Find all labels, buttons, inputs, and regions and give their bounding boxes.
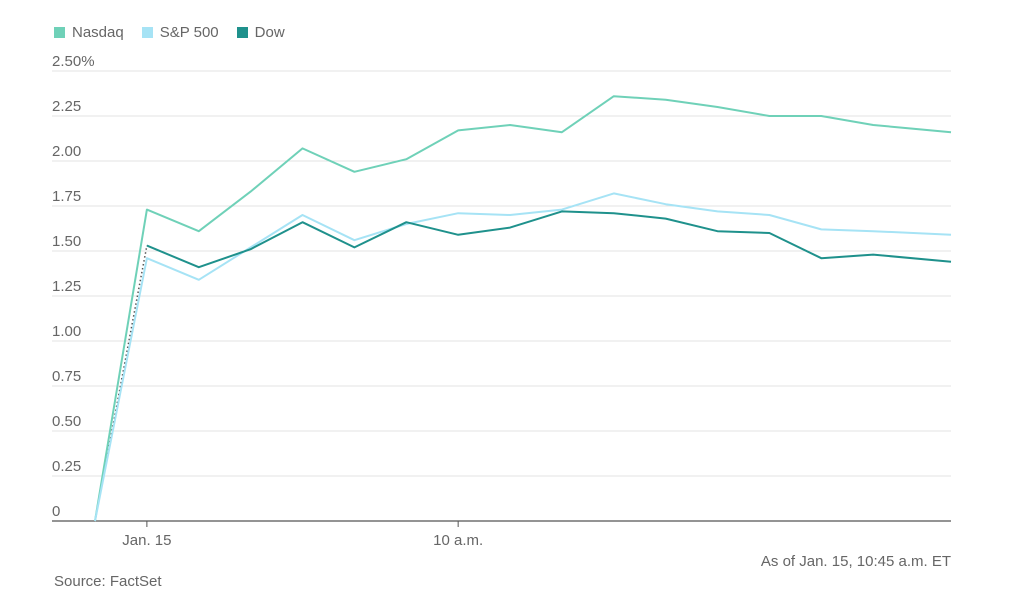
x-tick-label-1: 10 a.m. bbox=[433, 532, 483, 549]
y-axis-ticks: 0 0.25 0.50 0.75 1.00 1.25 1.50 1.75 2.00 2.25 2.5… bbox=[52, 53, 95, 520]
y-tick-label-8: 2.00 bbox=[52, 143, 81, 160]
series-line-dow-leadin bbox=[94, 245, 148, 522]
series-line-nasdaq bbox=[94, 95, 952, 522]
y-tick-label-3: 0.75 bbox=[52, 368, 81, 385]
y-tick-label-2: 0.50 bbox=[52, 413, 81, 430]
legend-label-dow: Dow bbox=[254, 24, 285, 41]
series-lines bbox=[94, 95, 952, 522]
x-tick-label-0: Jan. 15 bbox=[122, 532, 171, 549]
x-axis: Jan. 15 10 a.m. bbox=[52, 520, 951, 549]
y-tick-label-5: 1.25 bbox=[52, 278, 81, 295]
source-note: Source: FactSet bbox=[54, 573, 162, 590]
legend-swatch-nasdaq bbox=[54, 27, 65, 38]
legend-label-nasdaq: Nasdaq bbox=[72, 24, 124, 41]
legend-item-dow: Dow bbox=[236, 24, 285, 41]
series-line-dow bbox=[146, 210, 952, 269]
legend-item-nasdaq: Nasdaq bbox=[54, 24, 124, 41]
legend-swatch-dow bbox=[236, 27, 248, 38]
y-tick-label-1: 0.25 bbox=[52, 458, 81, 475]
legend-label-sp500: S&P 500 bbox=[159, 24, 219, 41]
y-tick-label-4: 1.00 bbox=[52, 323, 81, 340]
y-tick-label-6: 1.50 bbox=[52, 233, 81, 250]
gridlines bbox=[52, 70, 951, 477]
legend-item-sp500: S&P 500 bbox=[141, 24, 219, 41]
y-tick-label-7: 1.75 bbox=[52, 188, 81, 205]
y-tick-label-10: 2.50% bbox=[52, 53, 95, 70]
legend-swatch-sp500 bbox=[141, 27, 153, 38]
legend: Nasdaq S&P 500 Dow bbox=[54, 24, 285, 41]
as-of-note: As of Jan. 15, 10:45 a.m. ET bbox=[760, 553, 951, 570]
y-tick-label-9: 2.25 bbox=[52, 98, 81, 115]
series-line-sp500 bbox=[94, 192, 952, 522]
y-tick-label-0: 0 bbox=[52, 503, 60, 520]
